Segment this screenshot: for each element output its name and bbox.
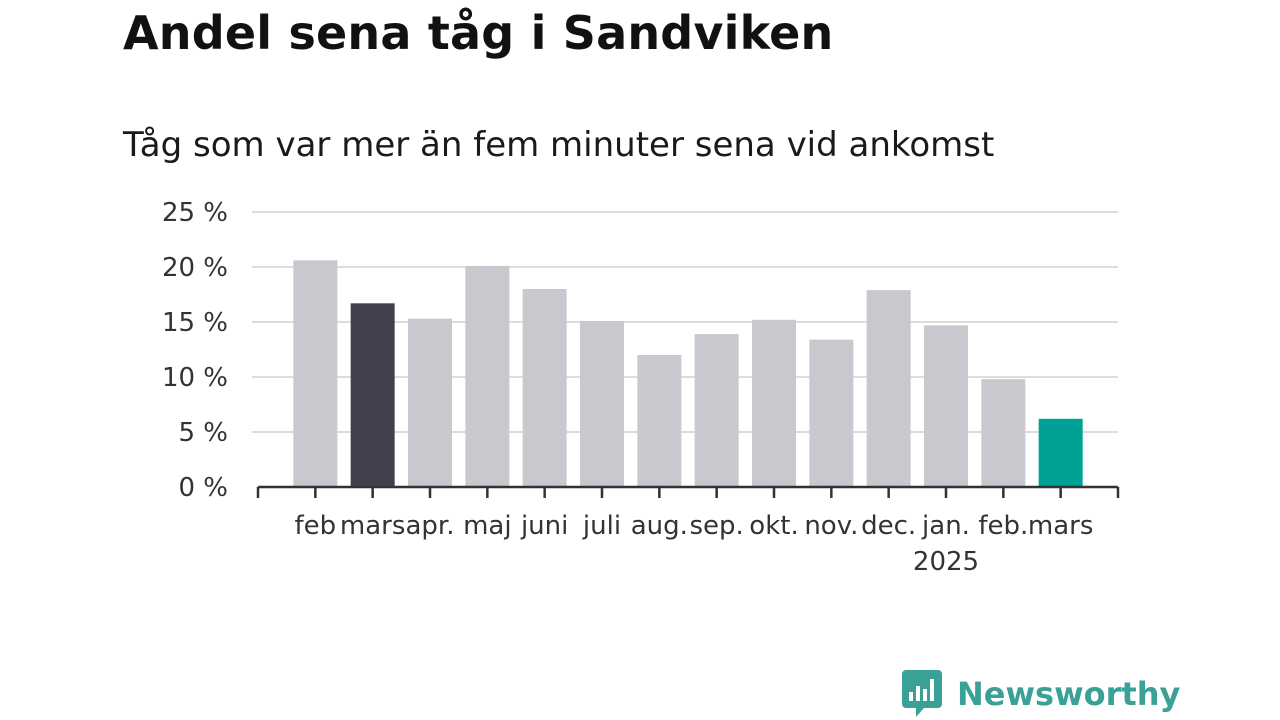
x-tick-label-5: juli	[582, 511, 621, 541]
bar-4	[522, 289, 567, 487]
y-tick-label-3: 15 %	[162, 308, 228, 338]
x-tick-label-7: sep.	[690, 511, 744, 541]
y-axis-tick-labels: 0 % 5 % 10 % 15 % 20 % 25 %	[162, 198, 228, 503]
chart-subtitle: Tåg som var mer än fem minuter sena vid …	[123, 125, 995, 165]
x-tick-label-13: mars	[1028, 511, 1094, 541]
x-axis-tick-labels: feb mars apr. maj juni juli aug. sep. okt. nov. de…	[295, 511, 1094, 577]
bar-11	[924, 325, 968, 487]
bar-12	[981, 379, 1026, 487]
bar-3	[465, 265, 510, 487]
y-tick-label-2: 10 %	[162, 363, 228, 393]
x-tick-label-3: maj	[463, 511, 511, 541]
bar-0	[293, 260, 338, 487]
bar-10	[866, 290, 911, 487]
x-tick-label-10: dec.	[861, 511, 916, 541]
x-tick-label-9: nov.	[804, 511, 858, 541]
y-tick-label-1: 5 %	[178, 418, 228, 448]
bar-chart: 0 %5 %10 %15 %20 %25 % feb mars apr. maj jun…	[162, 198, 1120, 577]
newsworthy-logo-icon	[902, 670, 942, 717]
bar-7	[694, 334, 739, 487]
y-tick-label-0: 0 %	[178, 473, 228, 503]
bar-1	[350, 303, 395, 487]
x-year-label: 2025	[913, 547, 979, 577]
bar-2	[408, 318, 452, 487]
bar-8	[752, 319, 796, 487]
x-tick-label-12: feb.	[978, 511, 1028, 541]
x-tick-label-1: mars	[340, 511, 406, 541]
y-tick-label-5: 25 %	[162, 198, 228, 228]
y-tick-label-4: 20 %	[162, 253, 228, 283]
x-tick-label-2: apr.	[405, 511, 454, 541]
x-tick-label-4: juni	[520, 511, 568, 541]
brand-name: Newsworthy	[957, 675, 1181, 713]
x-tick-label-6: aug.	[631, 511, 688, 541]
chart-title: Andel sena tåg i Sandviken	[123, 6, 834, 60]
bar-9	[809, 339, 854, 487]
bar-6	[637, 355, 682, 487]
brand-logo: Newsworthy	[902, 670, 1180, 718]
x-tick-label-11: jan.	[921, 511, 970, 541]
bars	[293, 260, 1083, 487]
bar-5	[580, 320, 624, 487]
x-axis	[256, 485, 1120, 498]
bar-13	[1038, 418, 1083, 487]
x-tick-label-0: feb	[295, 511, 337, 541]
gridlines	[252, 211, 1118, 433]
x-tick-label-8: okt.	[749, 511, 798, 541]
